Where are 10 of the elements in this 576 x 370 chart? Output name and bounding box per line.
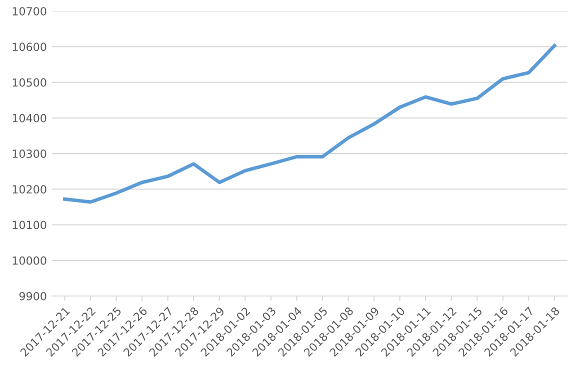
y-tick-label: 10700 [12, 7, 46, 16]
y-tick-label: 9900 [19, 292, 46, 300]
line-series [62, 44, 556, 204]
y-tick-label: 10200 [12, 185, 46, 194]
y-tick-label: 10600 [12, 42, 46, 52]
y-tick-label: 10100 [12, 220, 46, 230]
y-tick-label: 10000 [12, 256, 46, 265]
y-tick-label: 10300 [12, 150, 46, 158]
y-tick-label: 10500 [12, 78, 46, 87]
y-tick-label: 10400 [12, 114, 46, 122]
